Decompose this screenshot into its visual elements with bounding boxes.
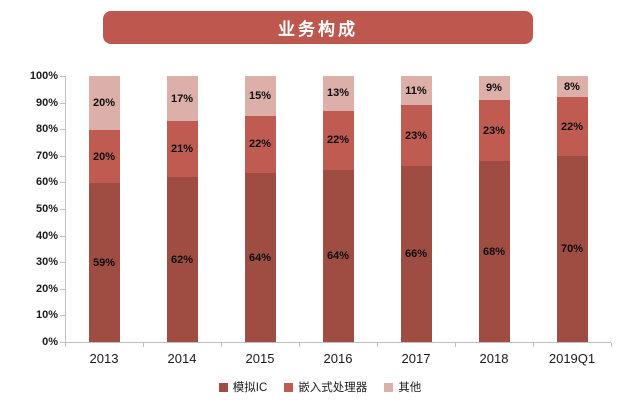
bar-segment-label: 9%: [486, 81, 502, 94]
y-tick-label: 100%: [29, 70, 58, 82]
y-tick-mark: [60, 209, 65, 210]
legend-label: 嵌入式处理器: [298, 382, 368, 394]
x-tick-mark: [299, 343, 300, 347]
bar-segment-label: 23%: [404, 129, 428, 142]
x-tick-mark: [533, 343, 534, 347]
bar-segment: [400, 105, 432, 167]
bar-segment-label: 21%: [170, 143, 194, 156]
bar-segment-label: 64%: [248, 251, 272, 264]
y-tick-label: 90%: [35, 96, 58, 109]
bar-segment-label: 23%: [482, 124, 506, 137]
y-tick-label: 30%: [35, 256, 58, 269]
x-tick-mark: [377, 343, 378, 347]
y-tick-mark: [60, 342, 65, 343]
bar-segment-label: 59%: [92, 256, 116, 269]
bar-segment-label: 20%: [92, 96, 116, 109]
y-tick-label: 20%: [35, 282, 58, 295]
y-tick-label: 60%: [35, 176, 58, 189]
bar-segment-label: 20%: [92, 150, 116, 163]
y-tick-mark: [60, 155, 65, 157]
bar-segment-label: 15%: [248, 89, 272, 102]
legend-swatch-icon: [218, 382, 228, 392]
x-tick-mark: [143, 343, 144, 347]
x-tick-mark: [65, 343, 66, 347]
bar-segment-label: 64%: [326, 250, 350, 263]
chart-title: 业务构成: [278, 20, 358, 39]
x-axis-label: 2013: [89, 351, 119, 366]
bar-segment: [478, 76, 510, 100]
bar-segment-label: 22%: [248, 138, 272, 151]
legend-swatch-icon: [284, 382, 294, 392]
y-tick-mark: [60, 102, 65, 104]
bar-segment-label: 66%: [404, 248, 428, 261]
bar-segment: [556, 97, 588, 156]
legend-item: 嵌入式处理器: [284, 379, 367, 395]
y-tick-label: 40%: [35, 229, 58, 242]
bar-segment: [244, 76, 276, 116]
bar-segment-label: 17%: [170, 92, 194, 105]
bar-segment: [478, 161, 510, 342]
legend-swatch-icon: [384, 382, 394, 392]
y-axis-line: [65, 76, 66, 342]
x-tick-mark: [611, 343, 612, 347]
bar-segment-label: 70%: [560, 242, 584, 255]
x-tick-mark: [455, 343, 456, 347]
x-axis-label: 2018: [479, 351, 509, 366]
bar-segment-label: 68%: [482, 245, 506, 258]
bar-segment: [166, 121, 198, 178]
y-tick-label: 50%: [35, 203, 58, 215]
y-tick-mark: [60, 262, 65, 264]
legend-item: 模拟IC: [218, 379, 268, 395]
bar-segment: [166, 76, 198, 122]
bar-segment: [556, 155, 588, 342]
bar-segment: [88, 129, 120, 184]
x-axis-label: 2015: [245, 351, 275, 366]
y-tick-label: 70%: [35, 149, 58, 162]
y-tick-mark: [60, 288, 65, 290]
bar-segment: [88, 76, 120, 130]
bar-segment: [322, 110, 354, 171]
legend: 模拟IC 嵌入式处理器 其他: [0, 379, 640, 395]
bar-segment-label: 8%: [564, 80, 580, 93]
bar-segment: [244, 115, 276, 174]
y-tick-mark: [60, 315, 65, 317]
bar-segment: [478, 99, 510, 162]
bar-segment-label: 62%: [170, 253, 194, 266]
bar-segment: [400, 166, 432, 342]
y-tick-label: 0%: [42, 336, 58, 348]
y-tick-mark: [60, 182, 65, 184]
bar-segment-label: 22%: [560, 120, 584, 133]
y-tick-mark: [60, 129, 65, 131]
bar-segment: [244, 173, 276, 342]
bar-segment: [322, 170, 354, 342]
chart-title-banner: 业务构成: [103, 11, 533, 44]
x-axis-label: 2014: [167, 351, 197, 366]
y-tick-label: 10%: [35, 309, 58, 322]
x-tick-mark: [221, 343, 222, 347]
x-axis-label: 2016: [323, 351, 353, 366]
bar-segment-label: 13%: [326, 87, 350, 100]
y-tick-mark: [60, 235, 65, 237]
bar-segment: [166, 177, 198, 342]
x-axis-label: 2017: [401, 351, 431, 366]
bar-segment: [556, 76, 588, 98]
bar-segment: [88, 183, 120, 342]
y-tick-label: 80%: [35, 123, 58, 136]
bar-segment-label: 11%: [405, 84, 427, 97]
y-tick-mark: [60, 76, 65, 77]
x-axis-line: [65, 342, 611, 343]
bar-segment-label: 22%: [326, 134, 350, 147]
bar-segment: [322, 76, 354, 111]
legend-label: 模拟IC: [232, 382, 268, 394]
legend-item: 其他: [384, 379, 421, 395]
x-axis-label: 2019Q1: [548, 351, 596, 366]
legend-label: 其他: [398, 382, 422, 394]
bar-segment: [400, 76, 432, 106]
